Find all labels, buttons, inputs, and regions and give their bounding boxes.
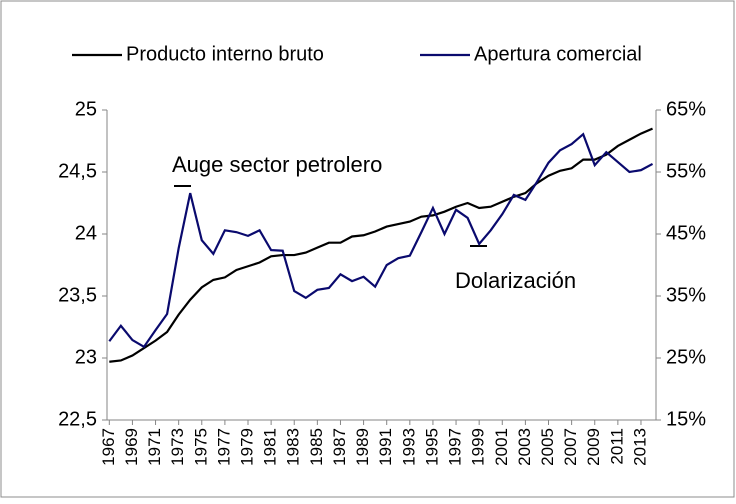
y-tick-label: 24,5	[58, 160, 97, 182]
x-tick-label: 2003	[515, 428, 534, 466]
x-tick-label: 1967	[99, 428, 118, 466]
x-tick-label: 1983	[284, 428, 303, 466]
legend-label: Apertura comercial	[474, 43, 642, 65]
x-tick-label: 1987	[330, 428, 349, 466]
x-tick-label: 1977	[214, 428, 233, 466]
annotation: Dolarización	[455, 268, 576, 293]
y2-tick-label: 55%	[666, 160, 706, 182]
x-tick-label: 1991	[376, 428, 395, 466]
y2-tick-label: 35%	[666, 284, 706, 306]
x-tick-label: 2005	[538, 428, 557, 466]
y-tick-label: 23	[75, 346, 97, 368]
y-tick-label: 23,5	[58, 284, 97, 306]
x-tick-label: 1969	[122, 428, 141, 466]
y2-tick-label: 15%	[666, 408, 706, 430]
x-tick-label: 1973	[168, 428, 187, 466]
x-tick-label: 1985	[307, 428, 326, 466]
x-tick-label: 1997	[446, 428, 465, 466]
x-tick-label: 1979	[237, 428, 256, 466]
annotation: Auge sector petrolero	[172, 152, 382, 177]
y2-tick-label: 45%	[666, 222, 706, 244]
y2-tick-label: 25%	[666, 346, 706, 368]
x-tick-label: 2011	[607, 428, 626, 465]
series-line	[108, 132, 654, 349]
x-tick-label: 1989	[353, 428, 372, 466]
x-tick-label: 1995	[422, 428, 441, 466]
y-tick-label: 25	[75, 98, 97, 120]
x-tick-label: 2013	[630, 428, 649, 466]
x-tick-label: 1981	[261, 428, 280, 466]
y2-tick-label: 65%	[666, 98, 706, 120]
y-tick-label: 22,5	[58, 408, 97, 430]
x-tick-label: 1971	[145, 428, 164, 466]
x-tick-label: 2001	[492, 428, 511, 466]
x-tick-label: 2007	[561, 428, 580, 466]
x-tick-label: 1975	[191, 428, 210, 466]
x-tick-label: 1993	[399, 428, 418, 466]
y-tick-label: 24	[75, 222, 97, 244]
x-tick-label: 2009	[584, 428, 603, 466]
legend-label: Producto interno bruto	[126, 43, 324, 65]
series-line	[109, 127, 653, 363]
x-tick-label: 1999	[469, 428, 488, 466]
